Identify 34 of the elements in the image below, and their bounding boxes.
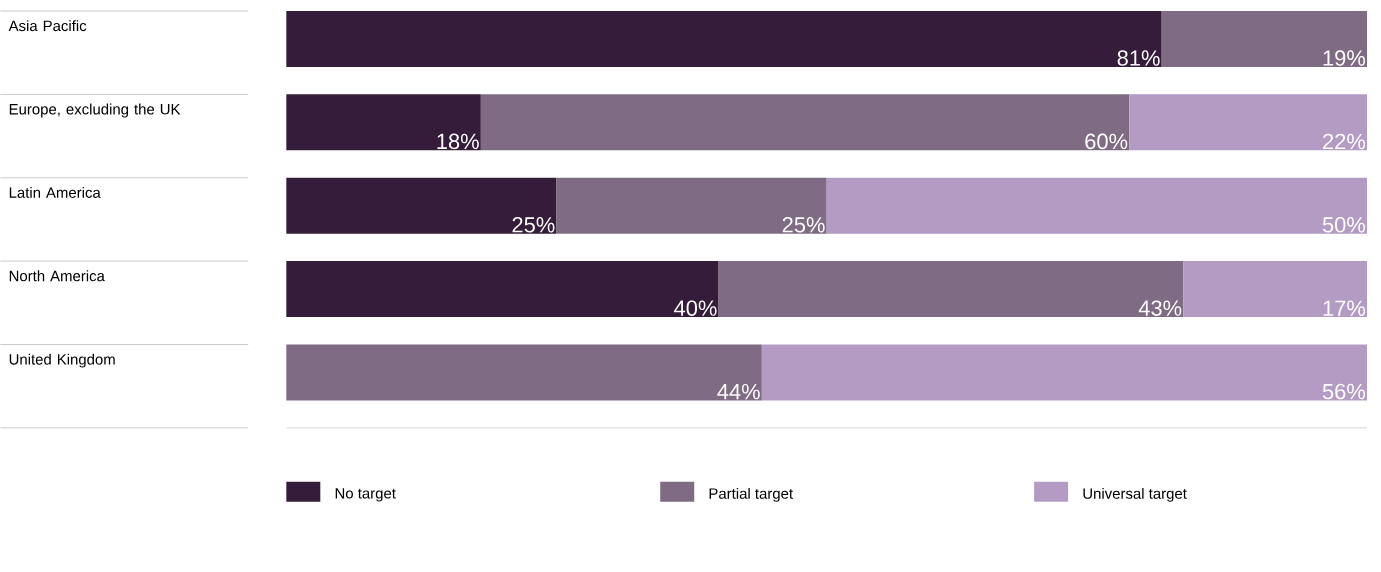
bar xyxy=(556,177,827,234)
bar xyxy=(286,261,719,318)
bar xyxy=(718,261,1184,318)
data-label: 18% xyxy=(437,133,479,150)
data-label: 81% xyxy=(1117,50,1160,66)
bar xyxy=(480,94,1130,151)
data-label: 22% xyxy=(1323,133,1366,150)
data-label: 43% xyxy=(1138,300,1182,316)
y-tick-label: North America xyxy=(9,270,105,282)
legend-label: Universal target xyxy=(1083,487,1187,502)
bar xyxy=(1161,11,1368,68)
data-label: 56% xyxy=(1322,383,1366,400)
data-label: 50% xyxy=(1322,217,1366,233)
bar xyxy=(286,94,481,151)
data-label: 60% xyxy=(1085,133,1128,150)
legend-label: No target xyxy=(335,488,396,502)
bar xyxy=(286,11,1162,68)
bar xyxy=(286,177,557,234)
data-label: 44% xyxy=(717,384,760,400)
y-tick-label: Latin America xyxy=(9,187,101,198)
data-label: 19% xyxy=(1323,50,1366,66)
y-tick-label: United Kingdom xyxy=(9,353,115,368)
data-label: 25% xyxy=(512,217,555,233)
y-tick-label: Asia Pacific xyxy=(8,20,87,32)
bar xyxy=(1183,261,1368,318)
bar xyxy=(286,344,762,401)
bar xyxy=(761,344,1368,401)
bar xyxy=(1129,94,1368,151)
bar xyxy=(826,177,1368,234)
legend-label: Partial target xyxy=(709,487,793,502)
data-label: 17% xyxy=(1323,300,1366,316)
data-label: 40% xyxy=(674,300,717,316)
data-label: 25% xyxy=(782,217,825,233)
y-tick-label: Europe, excluding the UK xyxy=(9,103,181,118)
